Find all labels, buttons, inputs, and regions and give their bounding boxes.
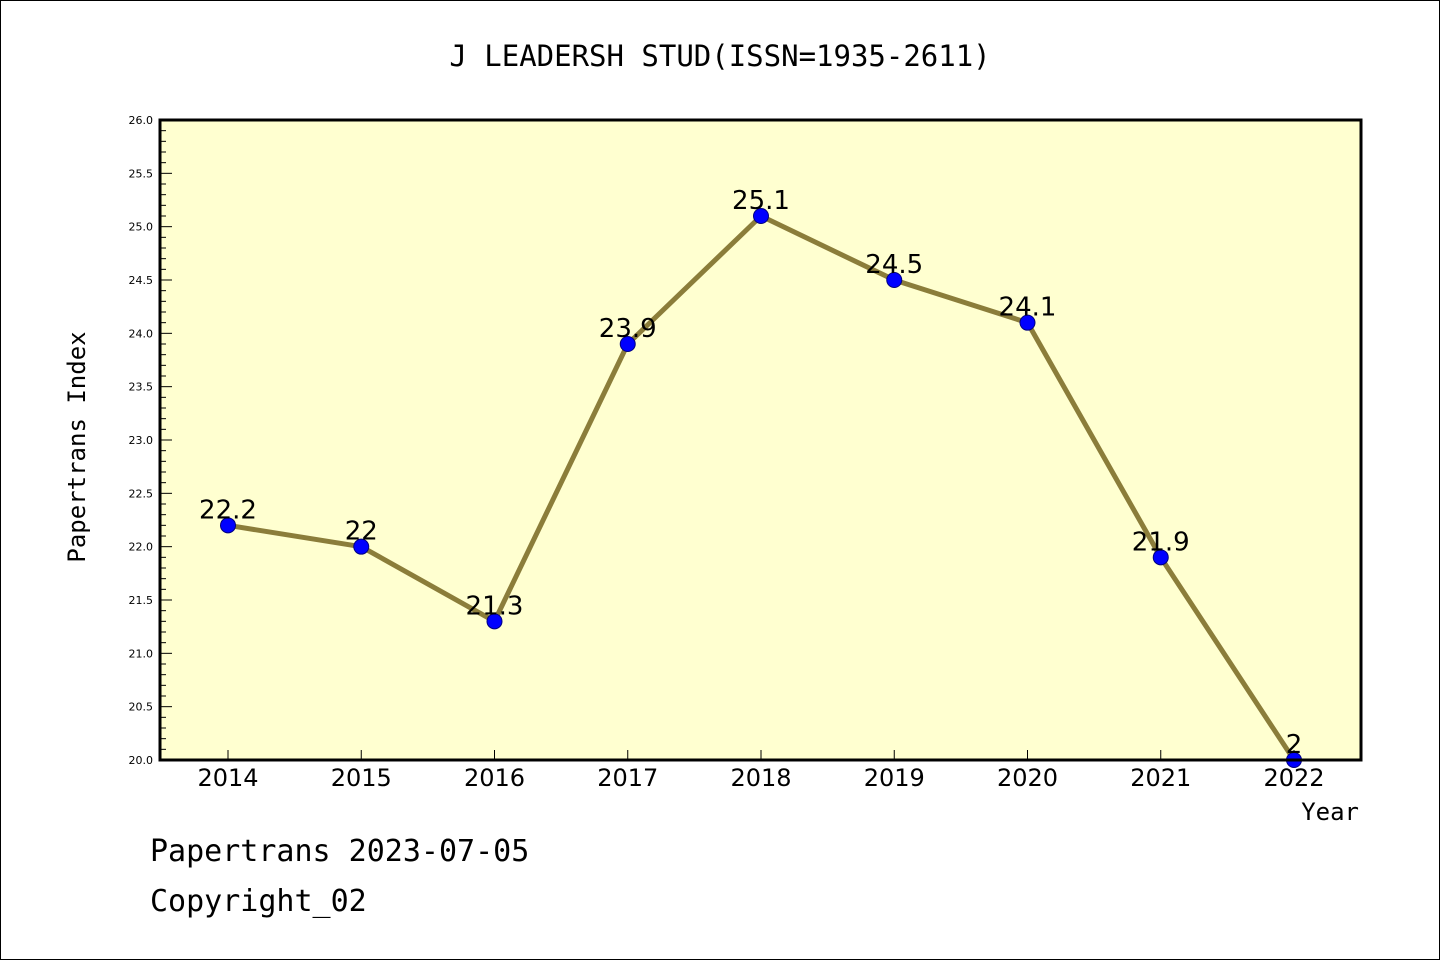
y-tick-label: 21.5	[129, 594, 154, 607]
data-label: 22.2	[199, 495, 257, 525]
y-tick-label: 24.0	[129, 327, 154, 340]
data-label: 24.1	[999, 293, 1057, 323]
y-tick-label: 22.0	[129, 541, 154, 554]
data-label: 24.5	[865, 250, 923, 280]
plot-border	[158, 118, 1363, 762]
footer-date: Papertrans 2023-07-05	[150, 834, 530, 869]
data-point	[1152, 549, 1169, 566]
y-tick-label: 20.5	[129, 701, 154, 714]
y-tick-label: 26.0	[129, 114, 154, 127]
y-tick-label: 25.5	[129, 167, 154, 180]
x-tick-label: 2017	[597, 764, 658, 792]
y-axis-label: Papertrans Index	[63, 331, 91, 562]
data-label: 2	[1286, 730, 1303, 760]
x-tick-label: 2018	[730, 764, 791, 792]
x-tick-label: 2019	[864, 764, 925, 792]
y-tick-label: 24.5	[129, 274, 154, 287]
data-point	[353, 538, 370, 555]
y-tick-label: 20.0	[129, 754, 154, 767]
x-tick-label: 2014	[197, 764, 258, 792]
data-point	[619, 336, 636, 352]
x-tick-label: 2022	[1263, 764, 1324, 792]
data-label: 25.1	[732, 186, 790, 216]
data-point	[753, 208, 769, 224]
y-tick-label: 22.5	[129, 487, 154, 500]
y-tick-label: 23.0	[129, 434, 154, 447]
series-layer: 22.2 22 21.3 23.9 25.1 24.5 24.1 21.9 2	[199, 186, 1302, 768]
x-axis-ticks: 2014 2015 2016 2017 2018 2019 2020 2021 2022	[197, 750, 1325, 792]
footer-copyright: Copyright_02	[150, 884, 367, 919]
x-tick-label: 2016	[464, 764, 525, 792]
data-label: 23.9	[599, 314, 657, 344]
y-tick-label: 25.0	[129, 221, 154, 234]
x-axis-label: Year	[1301, 798, 1359, 826]
data-label: 22	[345, 517, 378, 547]
data-point	[886, 272, 903, 288]
data-label: 21.9	[1132, 527, 1190, 557]
x-tick-label: 2020	[997, 764, 1058, 792]
chart-title: J LEADERSH STUD(ISSN=1935-2611)	[449, 39, 990, 73]
y-tick-label: 23.5	[129, 381, 154, 394]
data-label: 21.3	[466, 591, 524, 621]
data-point	[1019, 314, 1036, 331]
y-tick-label: 21.0	[129, 647, 154, 660]
x-tick-label: 2021	[1130, 764, 1191, 792]
data-point	[486, 613, 503, 630]
data-point	[220, 517, 236, 534]
plot-area	[160, 120, 1361, 760]
x-tick-label: 2015	[331, 764, 392, 792]
